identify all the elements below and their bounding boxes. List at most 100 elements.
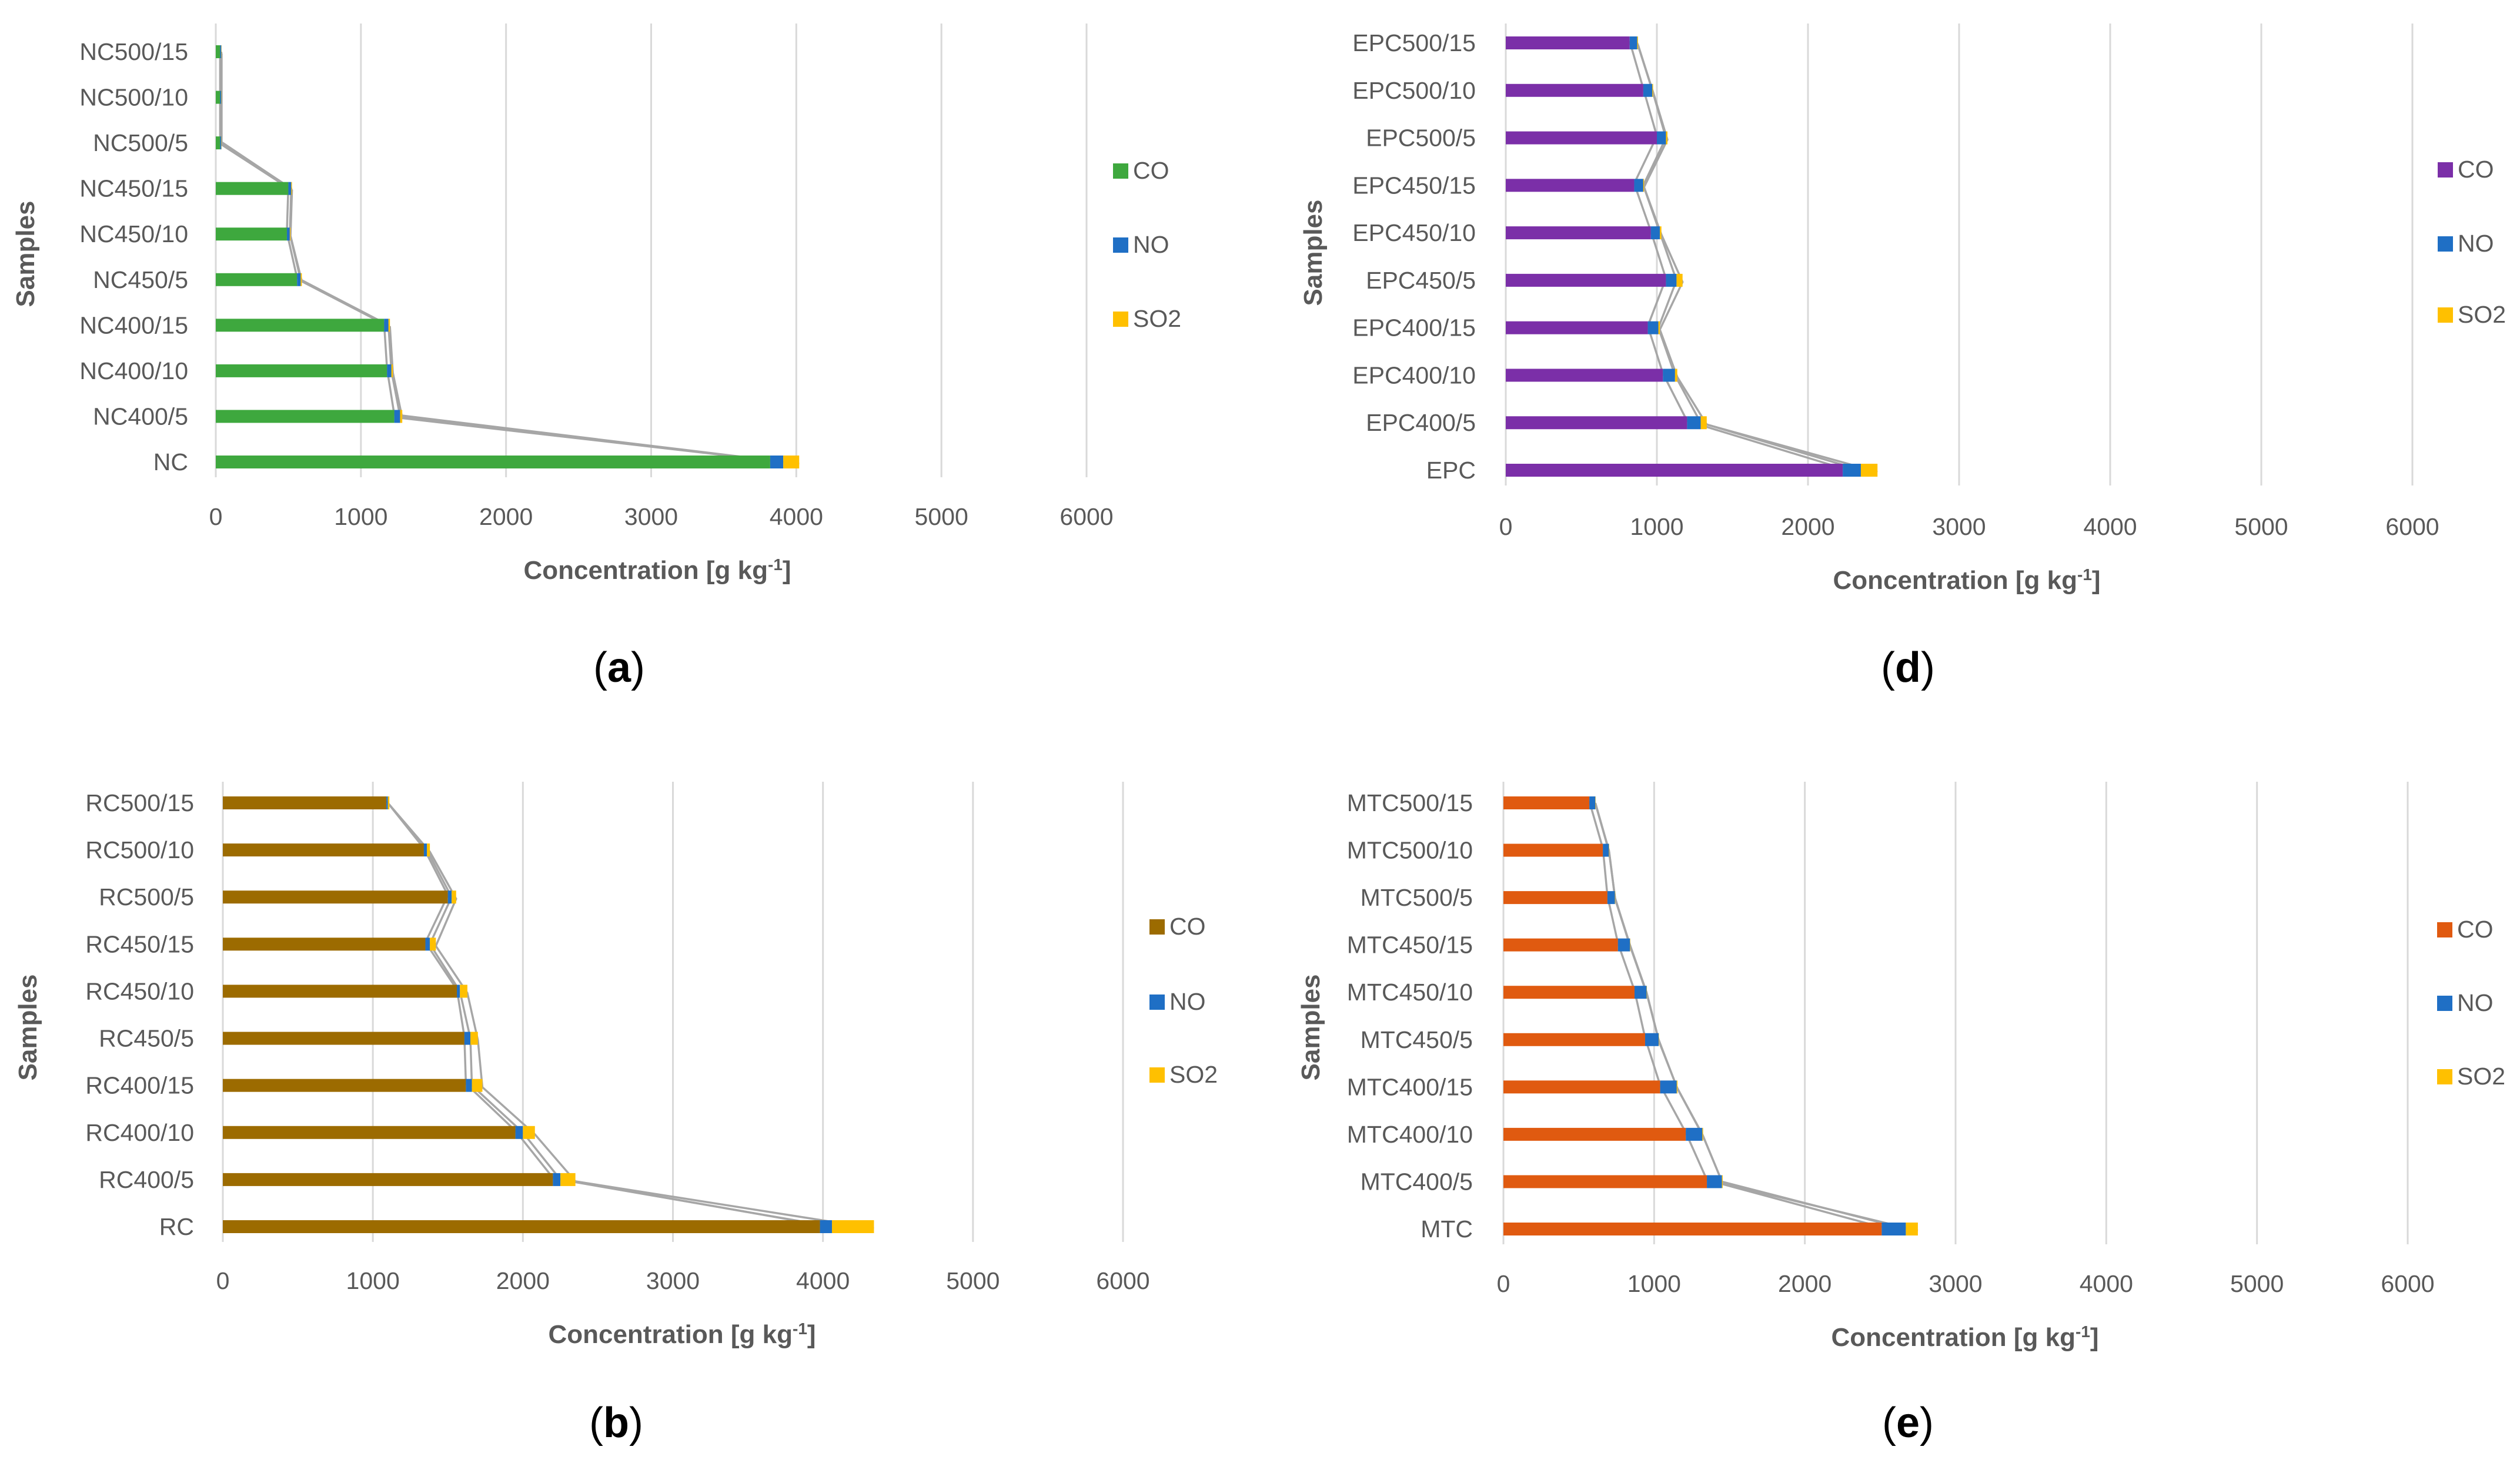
bar-CO bbox=[216, 410, 395, 423]
bar-CO bbox=[223, 1032, 464, 1045]
bar-SO2 bbox=[430, 937, 436, 951]
category-label: EPC450/5 bbox=[1366, 267, 1476, 294]
series-line-CO bbox=[1629, 41, 1843, 470]
bar-NO bbox=[1634, 179, 1643, 192]
bar-NO bbox=[770, 456, 784, 468]
legend-swatch-SO2 bbox=[2438, 307, 2453, 323]
series-line-SO2 bbox=[388, 803, 874, 1230]
legend-label-CO: CO bbox=[2457, 916, 2494, 943]
category-label: RC450/15 bbox=[85, 930, 194, 957]
legend-swatch-NO bbox=[2438, 236, 2453, 252]
bar-CO bbox=[1503, 1175, 1707, 1188]
x-tick-label: 0 bbox=[209, 503, 223, 530]
bar-SO2 bbox=[460, 985, 467, 998]
x-tick-label: 2000 bbox=[496, 1267, 550, 1294]
category-label: MTC500/5 bbox=[1361, 884, 1473, 911]
bar-NO bbox=[1687, 416, 1701, 430]
category-label: NC450/15 bbox=[79, 175, 188, 202]
chart-panel-b: 0 1000 2000 3000 4000 5000 6000 RC500/15 RC500/1… bbox=[14, 782, 1218, 1446]
bar-CO bbox=[1503, 986, 1635, 999]
bar-NO bbox=[1707, 1175, 1722, 1188]
bar-SO2 bbox=[427, 843, 430, 857]
category-label: MTC400/5 bbox=[1361, 1168, 1473, 1195]
bar-NO bbox=[1657, 131, 1666, 145]
bar-CO bbox=[223, 890, 448, 904]
bar-CO bbox=[216, 182, 289, 195]
bar-SO2 bbox=[1643, 179, 1645, 192]
bar-SO2 bbox=[472, 1079, 483, 1092]
category-label: EPC400/15 bbox=[1352, 314, 1476, 341]
legend-swatch-CO bbox=[1149, 919, 1165, 935]
x-tick-label: 2000 bbox=[1781, 513, 1834, 540]
bar-CO bbox=[216, 91, 220, 104]
legend-label-SO2: SO2 bbox=[1169, 1061, 1218, 1088]
x-axis-title-superscript: -1 bbox=[793, 1320, 807, 1338]
y-axis-title: Samples bbox=[1299, 200, 1328, 306]
bar-CO bbox=[1506, 416, 1687, 430]
x-tick-label: 3000 bbox=[646, 1267, 700, 1294]
bar-CO bbox=[223, 1079, 466, 1092]
legend-swatch-CO bbox=[2438, 162, 2453, 178]
bar-NO bbox=[386, 796, 388, 809]
y-axis-title: Samples bbox=[1296, 975, 1325, 1081]
category-label: NC450/10 bbox=[79, 220, 188, 247]
bar-SO2 bbox=[1637, 36, 1638, 49]
x-tick-label: 4000 bbox=[2083, 513, 2137, 540]
caption-part: ( bbox=[1881, 644, 1895, 691]
bar-SO2 bbox=[523, 1126, 535, 1139]
category-label: NC500/10 bbox=[79, 84, 188, 111]
legend-label-SO2: SO2 bbox=[2458, 301, 2506, 328]
bar-NO bbox=[457, 985, 460, 998]
x-axis-title-text: Concentration [g kg bbox=[1833, 566, 2077, 595]
caption-part: ( bbox=[589, 1399, 603, 1446]
bar-CO bbox=[1503, 938, 1618, 952]
caption-part: ) bbox=[629, 1399, 643, 1446]
legend-swatch-CO bbox=[2437, 922, 2452, 937]
legend-swatch-SO2 bbox=[2437, 1069, 2452, 1084]
bar-SO2 bbox=[1675, 369, 1677, 382]
bar-CO bbox=[216, 227, 287, 241]
legend-swatch-NO bbox=[2437, 996, 2452, 1011]
category-label: EPC450/15 bbox=[1352, 172, 1476, 199]
bar-NO bbox=[1629, 36, 1637, 49]
caption-part: d bbox=[1895, 644, 1921, 691]
category-label: MTC400/15 bbox=[1347, 1073, 1473, 1100]
category-label: RC400/10 bbox=[85, 1119, 194, 1146]
bar-NO bbox=[425, 937, 430, 951]
bar-NO bbox=[1843, 464, 1861, 477]
bar-NO bbox=[220, 91, 222, 104]
legend-label-CO: CO bbox=[1169, 913, 1206, 940]
caption-part: b bbox=[603, 1399, 629, 1446]
legend-label-SO2: SO2 bbox=[2457, 1063, 2505, 1090]
x-axis-title: Concentration [g kg-1] bbox=[1833, 565, 2100, 595]
category-label: NC400/10 bbox=[79, 357, 188, 384]
x-tick-label: 0 bbox=[1497, 1270, 1510, 1297]
bar-SO2 bbox=[1906, 1223, 1918, 1235]
x-tick-label: 5000 bbox=[946, 1267, 1000, 1294]
bar-CO bbox=[216, 456, 770, 468]
bar-CO bbox=[1503, 796, 1590, 809]
x-axis-title-end: ] bbox=[2092, 566, 2101, 595]
bar-SO2 bbox=[1658, 321, 1660, 334]
bar-NO bbox=[1607, 891, 1615, 905]
category-label: MTC bbox=[1421, 1215, 1473, 1243]
bar-CO bbox=[1503, 1223, 1882, 1235]
category-label: EPC400/5 bbox=[1366, 409, 1476, 436]
bar-CO bbox=[223, 796, 387, 809]
bar-NO bbox=[387, 364, 392, 377]
x-tick-label: 3000 bbox=[1932, 513, 1986, 540]
x-tick-label: 0 bbox=[216, 1267, 230, 1294]
legend-swatch-SO2 bbox=[1113, 312, 1128, 327]
panel-caption: (b) bbox=[589, 1399, 643, 1446]
caption-part: ( bbox=[1882, 1399, 1896, 1446]
bar-NO bbox=[423, 843, 427, 857]
bar-NO bbox=[1666, 273, 1677, 287]
series-line-SO2 bbox=[1595, 804, 1919, 1232]
bar-NO bbox=[288, 182, 292, 195]
series-line-SO2 bbox=[220, 53, 800, 465]
y-axis-title: Samples bbox=[11, 201, 40, 307]
x-tick-label: 1000 bbox=[334, 503, 387, 530]
series-line-SO2 bbox=[1637, 44, 1878, 473]
bar-NO bbox=[820, 1220, 832, 1233]
bar-CO bbox=[1506, 83, 1643, 97]
